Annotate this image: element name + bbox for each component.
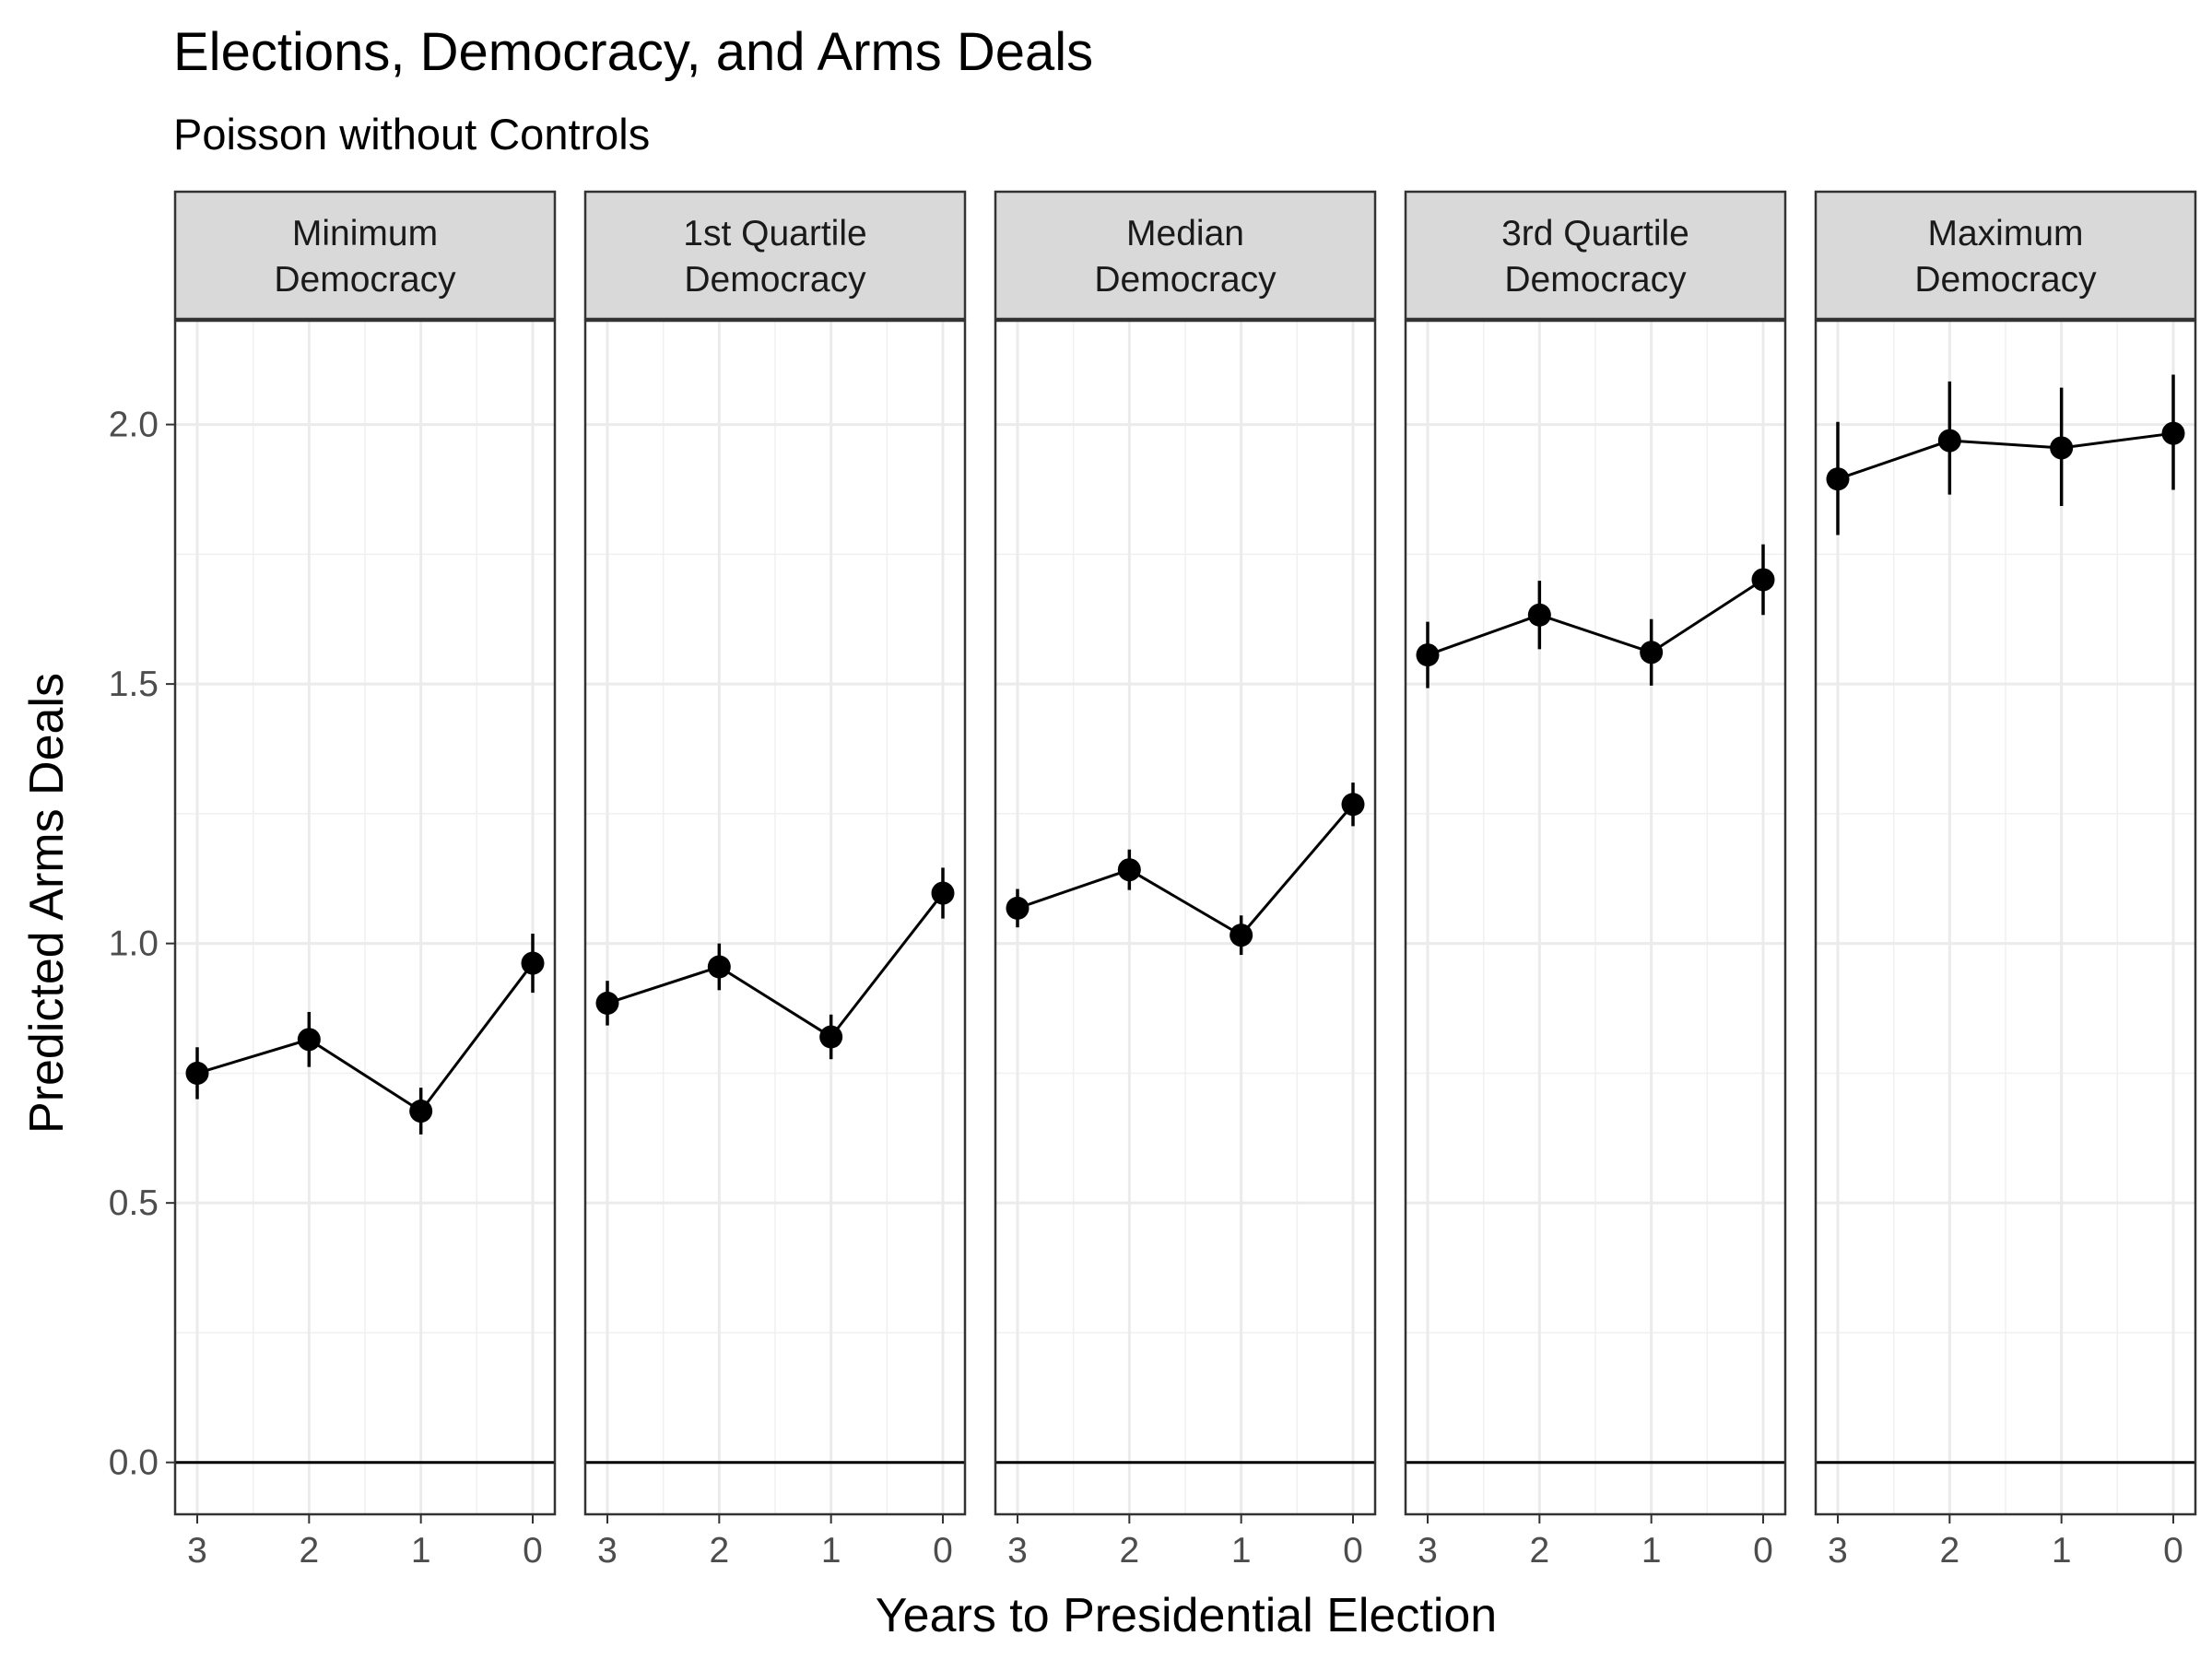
data-point [297, 1028, 321, 1052]
facet-panel: Minimum Democracy 3 2 1 0 [173, 190, 557, 1571]
panel-border [1814, 319, 2197, 1516]
x-tick-label: 0 [523, 1531, 543, 1571]
data-point [819, 1025, 843, 1049]
x-tick-label: 2 [299, 1531, 319, 1571]
x-tick-label: 2 [1119, 1531, 1139, 1571]
y-tick-label: 0.5 [109, 1183, 159, 1223]
y-tick-label: 0.0 [109, 1443, 159, 1483]
data-point [1937, 429, 1961, 453]
series-line [1837, 431, 2174, 481]
x-tick-label: 1 [1231, 1531, 1252, 1571]
facet-strip-label: Democracy [274, 260, 456, 300]
chart-title: Elections, Democracy, and Arms Deals [173, 22, 1093, 82]
x-tick-label: 0 [1753, 1531, 1773, 1571]
facet-strip [1404, 190, 1787, 321]
panel-border [1404, 319, 1787, 1516]
facet-panel: Median Democracy 3 2 1 0 [994, 190, 1377, 1571]
x-tick-label: 1 [1641, 1531, 1662, 1571]
x-tick-label: 0 [2163, 1531, 2183, 1571]
x-tick-label: 0 [1343, 1531, 1363, 1571]
data-point [1230, 924, 1253, 947]
data-point [1117, 858, 1141, 882]
data-point [1640, 641, 1664, 665]
facet-panel: Maximum Democracy 3 2 1 0 [1814, 190, 2197, 1571]
data-point [185, 1061, 209, 1085]
x-tick-label: 2 [1529, 1531, 1549, 1571]
x-tick-label: 3 [1007, 1531, 1028, 1571]
data-point [1826, 467, 1850, 491]
data-point [409, 1100, 433, 1124]
x-tick-label: 3 [597, 1531, 618, 1571]
facet-strip-label: Minimum [292, 214, 438, 253]
data-point [707, 955, 731, 979]
data-point [1006, 896, 1030, 920]
y-axis: 0.0 0.5 1.0 1.5 2.0 [109, 406, 175, 1483]
x-tick-label: 3 [1828, 1531, 1848, 1571]
facet-strip-label: Median [1126, 214, 1244, 253]
series-line [1427, 578, 1764, 657]
facet-strip-label: Maximum [1927, 214, 2083, 253]
data-point [931, 881, 955, 905]
data-point [2050, 436, 2074, 460]
panel-border [994, 319, 1377, 1516]
y-axis-title: Predicted Arms Deals [20, 673, 74, 1134]
data-point [1751, 568, 1775, 592]
data-point [521, 951, 545, 975]
x-tick-label: 1 [411, 1531, 431, 1571]
x-tick-label: 1 [821, 1531, 841, 1571]
panel-border [583, 319, 967, 1516]
facet-strip [173, 190, 557, 321]
panel-border [173, 319, 557, 1516]
series-line [196, 962, 535, 1113]
x-axis-title: Years to Presidential Election [876, 1589, 1497, 1642]
facet-strip-label: Democracy [1504, 260, 1687, 300]
facet-strip-label: Democracy [1914, 260, 2097, 300]
chart-subtitle: Poisson without Controls [173, 110, 650, 159]
facet-panels: Minimum Democracy 3 2 1 0 1st Quartile Democrac… [173, 190, 2197, 1571]
x-tick-label: 2 [709, 1531, 729, 1571]
series-line [1017, 803, 1355, 937]
x-tick-label: 3 [187, 1531, 207, 1571]
x-tick-label: 1 [2052, 1531, 2072, 1571]
data-point [595, 991, 619, 1015]
x-tick-label: 3 [1418, 1531, 1438, 1571]
facet-strip-label: Democracy [684, 260, 866, 300]
facet-strip [994, 190, 1377, 321]
data-point [2161, 421, 2185, 445]
facet-strip [1814, 190, 2197, 321]
facet-strip-label: 1st Quartile [683, 214, 866, 253]
data-point [1527, 603, 1551, 627]
x-tick-label: 0 [933, 1531, 953, 1571]
data-point [1341, 793, 1365, 817]
y-tick-label: 2.0 [109, 406, 159, 445]
facet-strip [583, 190, 967, 321]
facet-panel: 3rd Quartile Democracy 3 2 1 0 [1404, 190, 1787, 1571]
series-line [606, 892, 945, 1039]
facet-panel: 1st Quartile Democracy 3 2 1 0 [583, 190, 967, 1571]
facet-strip-label: 3rd Quartile [1501, 214, 1689, 253]
x-tick-label: 2 [1939, 1531, 1959, 1571]
y-tick-label: 1.5 [109, 665, 159, 704]
facet-strip-label: Democracy [1094, 260, 1277, 300]
y-tick-label: 1.0 [109, 924, 159, 964]
data-point [1416, 643, 1440, 667]
